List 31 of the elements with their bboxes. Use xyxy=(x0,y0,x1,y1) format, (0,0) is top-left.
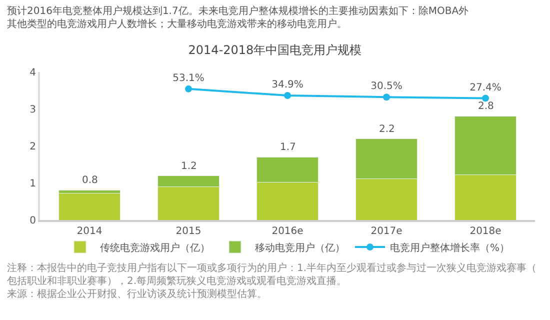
total-label: 1.2 xyxy=(181,161,197,172)
point xyxy=(383,94,390,101)
point xyxy=(185,85,192,92)
total-label: 1.7 xyxy=(280,142,296,153)
chart-subtitle: 预计2016年电竞整体用户规模达到1.7亿。未来电竞用户整体规模增长的主要推动因素如下：除MOBA外其他类型的电竞游戏用户人数增长；大量移动电竞游戏带来的移动电竞用户。 xyxy=(7,5,469,30)
data-label: 53.1% xyxy=(172,73,204,84)
source-note: 来源：根据企业公开财报、行业访谈及统计预测模型估算。 xyxy=(7,288,267,300)
total-label: 2.8 xyxy=(478,101,494,112)
y-tick-label: 0 xyxy=(30,216,36,226)
x-tick-label: 2015 xyxy=(176,226,202,237)
point xyxy=(482,94,489,102)
legend-label: 移动电竞用户（亿） xyxy=(255,242,345,254)
data-label: 30.5% xyxy=(370,81,402,92)
x-tick-label: 2018e xyxy=(470,226,502,237)
y-tick-label: 4 xyxy=(30,68,36,78)
y-tick-label: 2 xyxy=(30,142,36,152)
legend-label: 电竞用户整体增长率（%） xyxy=(390,242,510,254)
chart-title: 2014-2018年中国电竞用户规模 xyxy=(188,43,362,58)
y-tick-label: 3 xyxy=(30,104,36,116)
total-label: 2.2 xyxy=(379,124,395,135)
data-label: 34.9% xyxy=(272,80,304,91)
point xyxy=(284,92,291,99)
text: 注释：本报告中的电子竞技用户指有以下一项或多项行为的用户：1.半年内至少观看过或参与过一次狭义电竞游戏赛事（包括职业和非职业赛事），2.每周频繁玩狭义电竞游戏或观看电竞游戏直播。 xyxy=(7,262,537,287)
total-label: 0.8 xyxy=(82,175,98,186)
bar xyxy=(58,193,120,220)
legend-label: 传统电竞游戏用户（亿） xyxy=(100,242,210,254)
data-label: 27.4% xyxy=(470,82,502,94)
x-tick-label: 2017e xyxy=(370,226,402,237)
x-tick-label: 2016e xyxy=(272,226,304,237)
x-tick-label: 2014 xyxy=(76,226,102,237)
y-tick-label: 1 xyxy=(30,178,36,190)
